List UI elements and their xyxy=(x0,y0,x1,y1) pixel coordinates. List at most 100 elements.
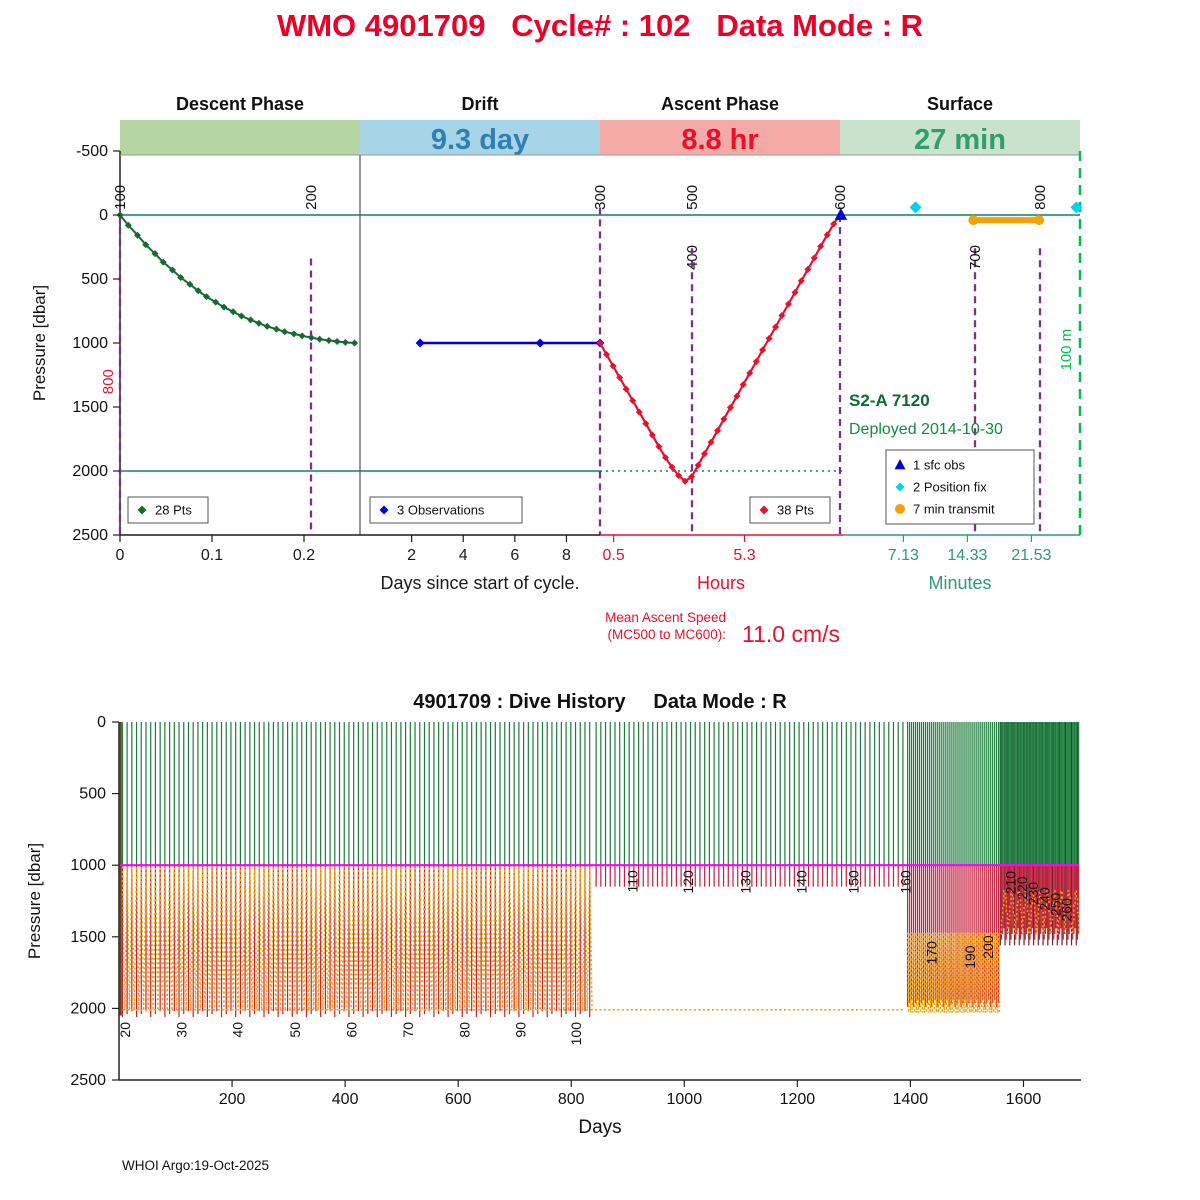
svg-text:2500: 2500 xyxy=(70,1072,106,1089)
svg-text:110: 110 xyxy=(624,870,640,893)
svg-text:Days: Days xyxy=(578,1117,621,1138)
svg-text:S2-A 7120: S2-A 7120 xyxy=(849,391,930,410)
footer-credit: WHOI Argo:19-Oct-2025 xyxy=(122,1158,270,1173)
cycle-number-labels: 20 30 40 50 60 70 80 90 100 110 120 130 140 150 160 170… xyxy=(117,870,1074,1045)
phase-band xyxy=(120,120,360,155)
svg-text:300: 300 xyxy=(592,185,609,210)
svg-text:1000: 1000 xyxy=(70,857,106,874)
svg-text:Pressure [dbar]: Pressure [dbar] xyxy=(30,285,49,401)
svg-text:250: 250 xyxy=(1048,892,1064,916)
svg-text:Surface: Surface xyxy=(927,94,993,114)
svg-text:40: 40 xyxy=(230,1022,246,1038)
svg-text:200: 200 xyxy=(980,935,996,959)
svg-text:190: 190 xyxy=(962,945,978,969)
svg-text:2 Position fix: 2 Position fix xyxy=(913,480,987,495)
svg-text:130: 130 xyxy=(737,870,753,894)
svg-text:700: 700 xyxy=(967,245,984,270)
svg-text:160: 160 xyxy=(897,870,913,894)
svg-text:38 Pts: 38 Pts xyxy=(777,503,814,518)
svg-text:-500: -500 xyxy=(76,143,108,160)
legend-box xyxy=(369,496,523,524)
svg-text:21.53: 21.53 xyxy=(1011,547,1051,564)
svg-text:90: 90 xyxy=(512,1022,528,1038)
svg-text:27 min: 27 min xyxy=(914,124,1006,156)
svg-text:Days since start of cycle.: Days since start of cycle. xyxy=(380,573,579,593)
svg-text:60: 60 xyxy=(343,1022,359,1038)
series-transmit xyxy=(968,215,1045,226)
svg-text:1200: 1200 xyxy=(780,1091,816,1108)
svg-text:220: 220 xyxy=(1014,876,1030,900)
svg-text:200: 200 xyxy=(303,185,320,210)
svg-text:5.3: 5.3 xyxy=(733,547,755,564)
svg-text:0: 0 xyxy=(116,547,125,564)
ascent-speed-note: Mean Ascent Speed (MC500 to MC600): 11.0 c… xyxy=(605,610,840,647)
svg-text:0.1: 0.1 xyxy=(201,547,223,564)
svg-text:1500: 1500 xyxy=(70,929,106,946)
svg-text:Drift: Drift xyxy=(462,94,499,114)
svg-text:1600: 1600 xyxy=(1006,1091,1042,1108)
svg-text:Minutes: Minutes xyxy=(928,573,991,593)
svg-text:2000: 2000 xyxy=(72,463,108,480)
top-chart: Descent Phase Drift 9.3 day Ascent Phase 8.8… xyxy=(30,94,1083,647)
svg-text:7.13: 7.13 xyxy=(888,547,919,564)
svg-text:0: 0 xyxy=(97,714,106,731)
svg-text:30: 30 xyxy=(174,1022,190,1038)
svg-text:1000: 1000 xyxy=(72,335,108,352)
svg-text:2: 2 xyxy=(407,547,416,564)
svg-text:Hours: Hours xyxy=(697,573,745,593)
phase-bands: Descent Phase Drift 9.3 day Ascent Phase 8.8… xyxy=(120,94,1080,156)
svg-text:2500: 2500 xyxy=(72,527,108,544)
float-annotations: S2-A 7120 Deployed 2014-10-30 xyxy=(849,391,1003,438)
dive-history-axes: 0 500 1000 1500 2000 2500 200 400 600 800 1000 1200… xyxy=(25,714,1081,1138)
svg-text:70: 70 xyxy=(400,1022,416,1038)
svg-text:Mean Ascent Speed: Mean Ascent Speed xyxy=(605,610,726,625)
svg-text:600: 600 xyxy=(832,185,849,210)
svg-text:170: 170 xyxy=(923,941,939,965)
svg-text:0: 0 xyxy=(99,207,108,224)
svg-text:500: 500 xyxy=(81,271,108,288)
phase-band xyxy=(360,120,600,155)
page-title: WMO 4901709 Cycle# : 102 Data Mode : R xyxy=(276,8,924,43)
svg-text:230: 230 xyxy=(1025,882,1041,906)
svg-text:80: 80 xyxy=(456,1022,472,1038)
dive-history-chart: 4901709 : Dive History Data Mode : R20 30… xyxy=(25,691,1081,1138)
svg-text:9.3 day: 9.3 day xyxy=(431,124,529,156)
svg-text:600: 600 xyxy=(445,1091,472,1108)
legend-box xyxy=(885,449,1035,525)
svg-text:0.2: 0.2 xyxy=(293,547,315,564)
svg-text:8.8 hr: 8.8 hr xyxy=(681,124,758,156)
series-drift xyxy=(415,338,605,348)
svg-text:240: 240 xyxy=(1036,887,1052,911)
svg-text:Deployed 2014-10-30: Deployed 2014-10-30 xyxy=(849,421,1003,438)
svg-text:400: 400 xyxy=(332,1091,359,1108)
svg-text:500: 500 xyxy=(79,786,106,803)
svg-text:1000: 1000 xyxy=(667,1091,703,1108)
svg-text:7 min transmit: 7 min transmit xyxy=(913,502,995,517)
svg-text:500: 500 xyxy=(684,185,701,210)
svg-text:(MC500 to MC600):: (MC500 to MC600): xyxy=(607,627,726,642)
svg-text:200: 200 xyxy=(219,1091,246,1108)
svg-text:800: 800 xyxy=(558,1091,585,1108)
svg-text:2000: 2000 xyxy=(70,1000,106,1017)
svg-text:Pressure [dbar]: Pressure [dbar] xyxy=(25,843,44,959)
svg-text:210: 210 xyxy=(1002,871,1018,895)
svg-text:4901709 : Dive History Dat: 4901709 : Dive History Data Mode : R xyxy=(413,691,787,713)
svg-text:100 m: 100 m xyxy=(1058,329,1075,371)
phase-band xyxy=(840,120,1080,155)
series-position-fix xyxy=(909,201,1083,214)
svg-text:800: 800 xyxy=(1032,185,1049,210)
svg-text:260: 260 xyxy=(1058,898,1074,922)
svg-text:1400: 1400 xyxy=(893,1091,929,1108)
svg-text:1500: 1500 xyxy=(72,399,108,416)
svg-text:11.0 cm/s: 11.0 cm/s xyxy=(742,621,840,647)
svg-text:400: 400 xyxy=(684,245,701,270)
svg-text:120: 120 xyxy=(680,870,696,894)
svg-text:20: 20 xyxy=(117,1022,133,1038)
svg-text:Descent Phase: Descent Phase xyxy=(176,94,304,114)
svg-text:1 sfc obs: 1 sfc obs xyxy=(913,458,966,473)
svg-text:800: 800 xyxy=(100,369,117,394)
svg-text:4: 4 xyxy=(459,547,468,564)
legend-boxes: 28 Pts 3 Observations 38 Pts 1 sfc obs 2 Pos… xyxy=(127,449,1035,525)
reference-lines xyxy=(120,151,1082,535)
